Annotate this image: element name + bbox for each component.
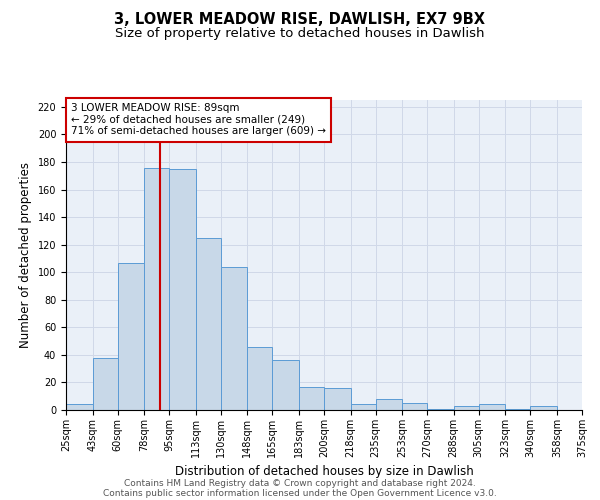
Text: Contains HM Land Registry data © Crown copyright and database right 2024.: Contains HM Land Registry data © Crown c… <box>124 478 476 488</box>
Bar <box>350 404 376 410</box>
Bar <box>402 403 427 410</box>
Bar <box>530 406 557 410</box>
Bar <box>454 406 479 410</box>
Bar <box>118 262 144 410</box>
Bar <box>196 238 221 410</box>
Bar <box>92 358 118 410</box>
Bar <box>376 399 402 410</box>
X-axis label: Distribution of detached houses by size in Dawlish: Distribution of detached houses by size … <box>175 466 473 478</box>
Bar <box>427 408 454 410</box>
Bar <box>247 346 272 410</box>
Bar <box>479 404 505 410</box>
Text: 3 LOWER MEADOW RISE: 89sqm
← 29% of detached houses are smaller (249)
71% of sem: 3 LOWER MEADOW RISE: 89sqm ← 29% of deta… <box>71 103 326 136</box>
Bar <box>169 169 196 410</box>
Bar <box>505 408 530 410</box>
Y-axis label: Number of detached properties: Number of detached properties <box>19 162 32 348</box>
Text: Size of property relative to detached houses in Dawlish: Size of property relative to detached ho… <box>115 28 485 40</box>
Text: Contains public sector information licensed under the Open Government Licence v3: Contains public sector information licen… <box>103 488 497 498</box>
Bar <box>144 168 169 410</box>
Bar <box>221 266 247 410</box>
Bar <box>66 404 92 410</box>
Bar <box>324 388 350 410</box>
Bar <box>272 360 299 410</box>
Text: 3, LOWER MEADOW RISE, DAWLISH, EX7 9BX: 3, LOWER MEADOW RISE, DAWLISH, EX7 9BX <box>115 12 485 28</box>
Bar <box>299 386 324 410</box>
